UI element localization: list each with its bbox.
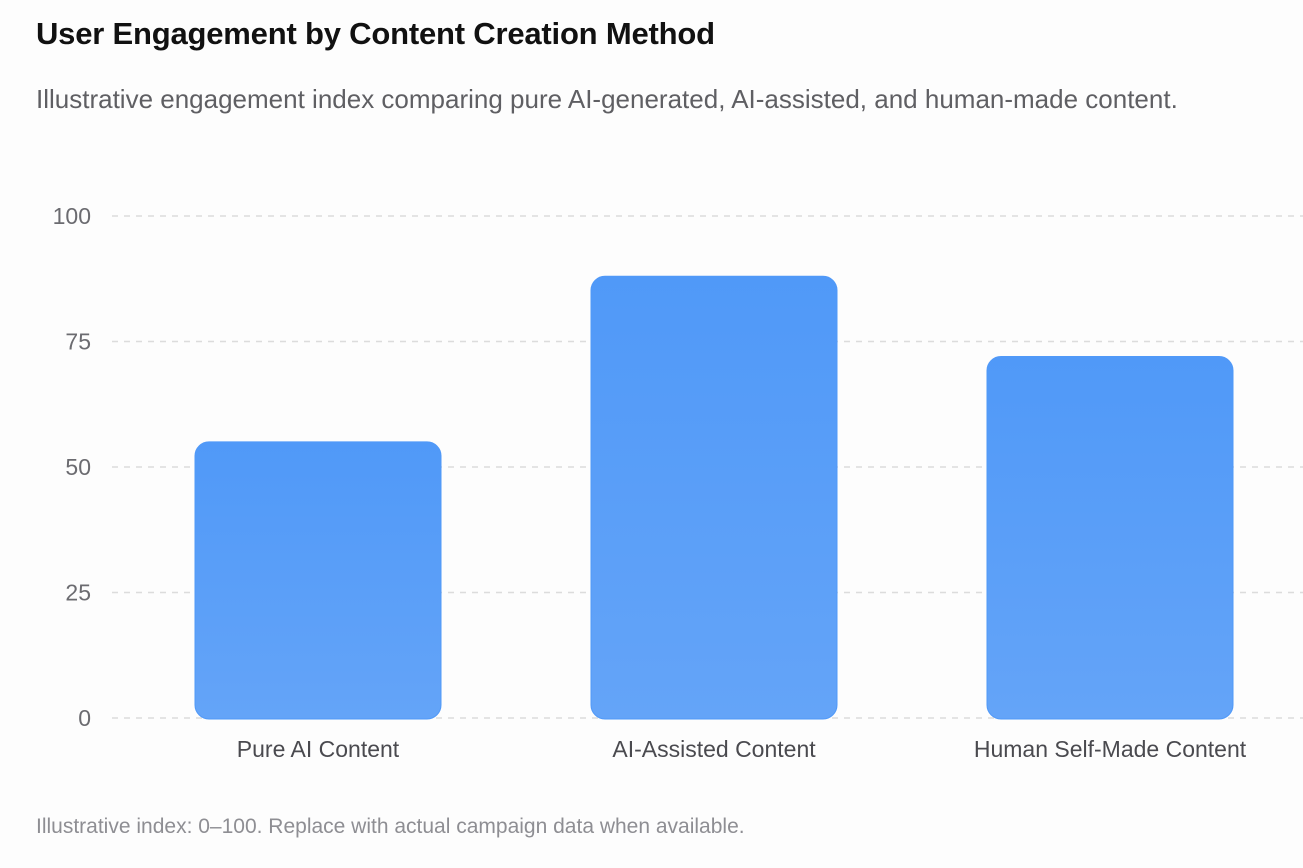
footnote: Illustrative index: 0–100. Replace with … (36, 815, 745, 838)
y-tick-label: 75 (65, 329, 91, 355)
bar-1 (194, 441, 442, 720)
x-category-label: AI-Assisted Content (612, 736, 816, 762)
x-category-label: Pure AI Content (237, 736, 400, 762)
y-tick-label: 100 (53, 203, 91, 229)
bar-3 (986, 356, 1234, 720)
y-tick-label: 0 (78, 705, 91, 731)
y-tick-label: 25 (65, 580, 91, 606)
chart-subtitle: Illustrative engagement index comparing … (36, 84, 1178, 114)
x-category-label: Human Self-Made Content (974, 736, 1247, 762)
y-axis-ticks: 0 25 50 75 100 (53, 203, 91, 731)
bar-2 (590, 275, 838, 720)
x-axis-labels: Pure AI Content AI-Assisted Content Human … (237, 736, 1247, 762)
bars (194, 275, 1234, 720)
y-tick-label: 50 (65, 454, 91, 480)
chart-title: User Engagement by Content Creation Meth… (36, 16, 715, 51)
